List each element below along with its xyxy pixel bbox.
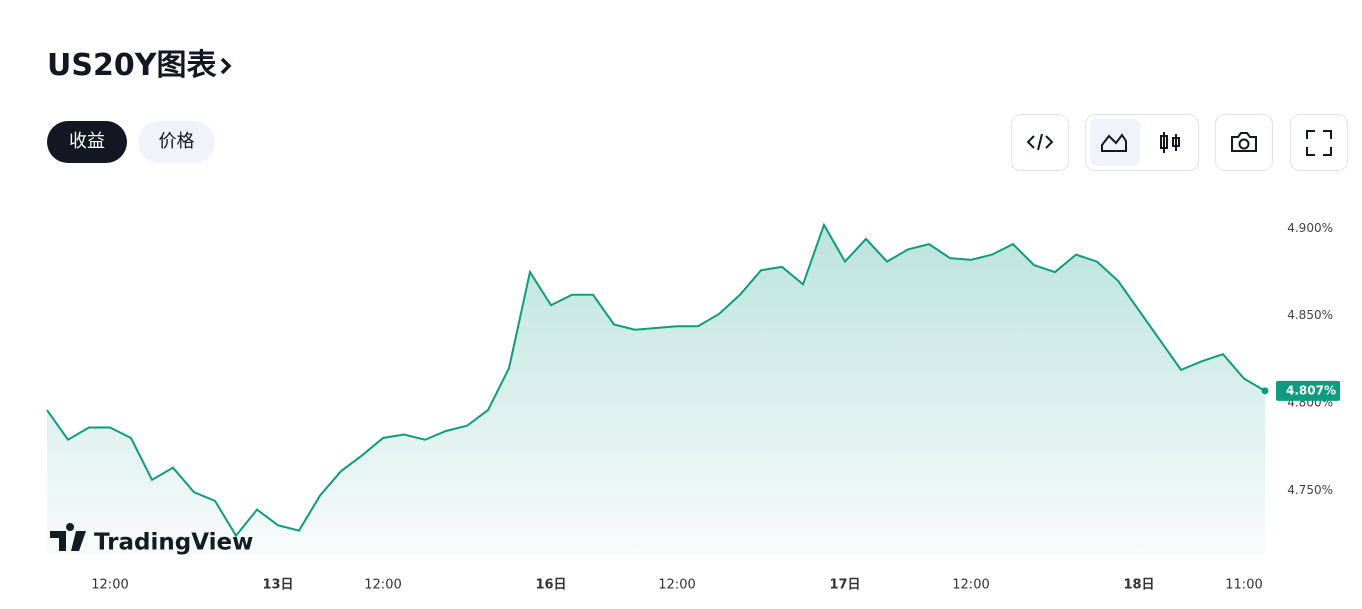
y-tick-label: 4.850%: [1287, 308, 1333, 322]
x-tick-label: 12:00: [658, 578, 695, 593]
x-tick-label: 17日: [829, 578, 860, 593]
snapshot-button[interactable]: [1215, 114, 1273, 171]
chart-type-group: [1085, 114, 1199, 171]
last-value-badge: [1276, 380, 1340, 401]
line: [46, 222, 1266, 538]
x-tick-label: 18日: [1123, 578, 1154, 593]
chevron: [221, 57, 232, 75]
x-tick-label: 12:00: [952, 578, 989, 593]
embed-icon: [1026, 133, 1054, 151]
watermark: TradingView: [50, 523, 253, 556]
x-tick-label: 16日: [535, 578, 566, 593]
fullscreen-icon: [1306, 130, 1332, 156]
area-icon: [1101, 133, 1127, 152]
embed-button[interactable]: [1011, 114, 1069, 171]
tab-yield[interactable]: 收益: [47, 121, 127, 163]
x-tick-label: 13日: [262, 578, 293, 593]
watermark-text: TradingView: [94, 530, 253, 556]
x-tick-label: 12:00: [91, 578, 128, 593]
title: US20Y图表: [47, 48, 217, 83]
tab-price[interactable]: 价格: [138, 121, 215, 163]
last-point: [1261, 387, 1269, 395]
y-tick-label: 4.750%: [1287, 483, 1333, 497]
header[interactable]: US20Y图表: [47, 40, 236, 84]
x-tick-label: 11:00: [1225, 578, 1262, 593]
area-fill: [47, 224, 1265, 555]
x-tick-label: 12:00: [364, 578, 401, 593]
y-tick-label: 4.800%: [1287, 396, 1333, 410]
camera-icon: [1231, 132, 1257, 152]
last-value-label: 4.807%: [1286, 383, 1336, 397]
y-tick-label: 4.900%: [1287, 221, 1333, 235]
candle-icon[interactable]: [1160, 132, 1180, 153]
fullscreen-button[interactable]: [1290, 114, 1348, 171]
chart-type-icons: [1090, 119, 1180, 166]
